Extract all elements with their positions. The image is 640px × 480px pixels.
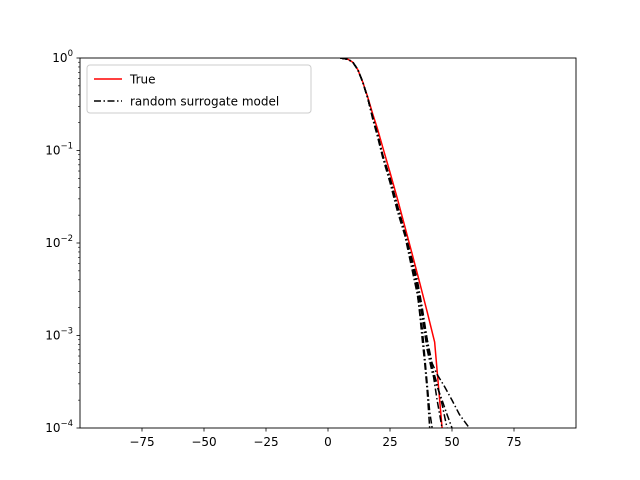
x-tick-label: −50 xyxy=(191,435,216,449)
legend-box xyxy=(86,64,312,114)
y-tick-label: 10−4 xyxy=(45,419,73,435)
legend: True random surrogate model xyxy=(86,64,312,114)
series-line-1 xyxy=(340,58,433,428)
x-tick-label: −75 xyxy=(129,435,154,449)
x-tick-label: 0 xyxy=(324,435,332,449)
series-line-4 xyxy=(340,58,453,428)
y-tick-label: 10−3 xyxy=(45,327,73,343)
y-tick-label: 10−2 xyxy=(45,234,73,250)
series-line-3 xyxy=(340,58,470,428)
x-tick-label: 50 xyxy=(444,435,459,449)
y-tick-label: 100 xyxy=(52,49,73,65)
y-tick-label: 10−1 xyxy=(45,142,73,158)
series-line-6 xyxy=(340,58,431,428)
x-axis: −75 −50 −25 0 25 50 75 xyxy=(129,428,522,449)
series-line-5 xyxy=(340,58,448,428)
legend-label: random surrogate model xyxy=(130,95,279,109)
x-tick-label: 25 xyxy=(382,435,397,449)
plot-marks xyxy=(340,58,470,428)
y-axis: 10−4 10−3 10−2 10−1 100 xyxy=(45,49,80,435)
legend-label: True xyxy=(129,73,156,87)
x-tick-label: −25 xyxy=(253,435,278,449)
x-tick-label: 75 xyxy=(506,435,521,449)
